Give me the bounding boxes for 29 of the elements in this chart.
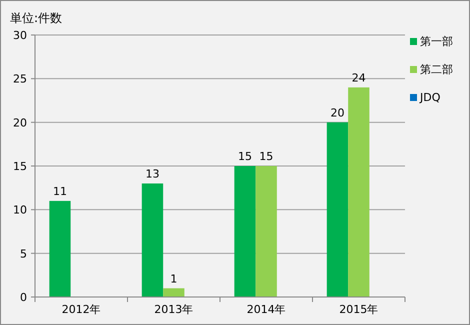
bar — [234, 166, 256, 297]
data-label: 15 — [238, 150, 252, 163]
y-tick-label: 0 — [20, 291, 27, 304]
data-label: 24 — [352, 71, 366, 84]
bar — [142, 183, 164, 297]
y-tick-label: 30 — [13, 29, 27, 42]
bar — [49, 200, 71, 297]
bar — [326, 122, 348, 297]
x-tick-label: 2015年 — [339, 303, 378, 316]
x-tick-label: 2012年 — [62, 303, 101, 316]
data-label: 20 — [330, 106, 344, 120]
y-axis-title: 単位:件数 — [10, 11, 62, 25]
data-label: 15 — [259, 150, 274, 163]
x-tick-label: 2013年 — [154, 303, 194, 316]
legend-label: 第一部 — [420, 35, 453, 48]
data-label: 11 — [52, 184, 67, 198]
legend-label: JDQ — [419, 91, 441, 104]
y-tick-label: 20 — [13, 116, 27, 130]
bar — [163, 288, 184, 297]
data-label: 13 — [145, 167, 160, 180]
bar — [256, 166, 277, 297]
y-tick-label: 15 — [13, 160, 27, 173]
y-tick-label: 10 — [13, 204, 27, 217]
x-tick-label: 2014年 — [246, 303, 286, 316]
y-tick-label: 5 — [20, 247, 27, 260]
data-label: 1 — [170, 272, 178, 286]
y-tick-label: 25 — [13, 72, 27, 86]
bar — [348, 87, 370, 297]
legend-label: 第二部 — [420, 63, 453, 76]
